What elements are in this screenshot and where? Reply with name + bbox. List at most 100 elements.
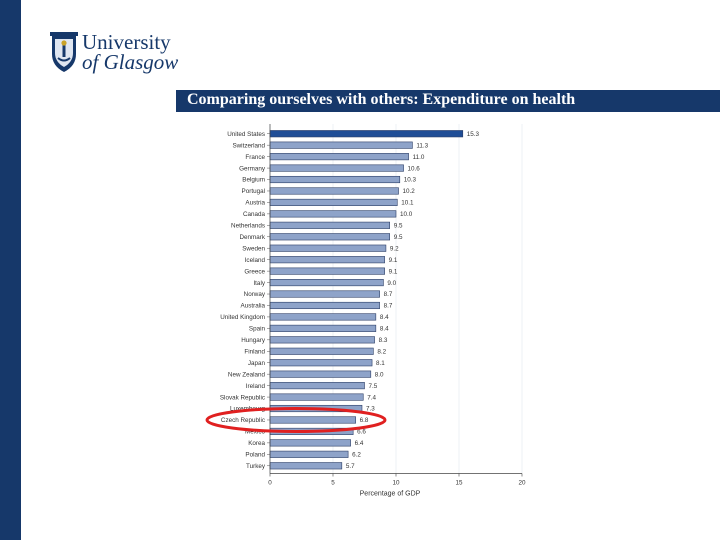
- bar-greece: [269, 267, 385, 275]
- slide-title: Comparing ourselves with others: Expendi…: [187, 91, 576, 108]
- value-label: 11.3: [416, 142, 428, 149]
- category-label: Switzerland: [232, 142, 265, 149]
- university-logo: University of Glasgow: [50, 32, 190, 80]
- bar-finland: [269, 347, 374, 355]
- category-label: Czech Republic: [221, 417, 265, 424]
- bar-japan: [269, 359, 373, 367]
- value-label: 7.3: [366, 406, 375, 413]
- category-label: Austria: [245, 200, 265, 207]
- category-label: Spain: [249, 326, 266, 333]
- category-label: Canada: [243, 211, 266, 218]
- value-label: 7.4: [367, 394, 376, 401]
- value-label: 8.0: [375, 371, 384, 378]
- bar-united-states: [269, 130, 464, 138]
- value-label: 8.3: [379, 337, 388, 344]
- category-label: Norway: [244, 291, 266, 298]
- category-label: New Zealand: [228, 371, 266, 378]
- logo-line-1: University: [82, 30, 171, 54]
- value-label: 10.6: [408, 165, 421, 172]
- bar-united-kingdom: [269, 313, 377, 321]
- value-label: 10.1: [401, 200, 414, 207]
- value-label: 8.4: [380, 326, 389, 333]
- category-label: Japan: [248, 360, 266, 367]
- x-tick-label: 20: [518, 480, 526, 487]
- bar-germany: [269, 164, 404, 172]
- bar-turkey: [269, 462, 343, 470]
- category-label: Italy: [253, 280, 265, 287]
- value-label: 8.7: [384, 291, 393, 298]
- value-label: 15.3: [467, 131, 480, 138]
- category-label: France: [245, 154, 265, 161]
- value-label: 6.6: [357, 429, 366, 436]
- bar-france: [269, 153, 409, 161]
- value-label: 10.0: [400, 211, 413, 218]
- bar-spain: [269, 324, 377, 332]
- value-label: 8.1: [376, 360, 385, 367]
- value-label: 9.2: [390, 245, 399, 252]
- category-label: Greece: [244, 268, 265, 275]
- x-tick-label: 10: [392, 480, 400, 487]
- x-tick-label: 15: [455, 480, 463, 487]
- value-label: 9.5: [394, 223, 403, 230]
- category-label: Australia: [241, 303, 266, 310]
- bar-iceland: [269, 256, 385, 264]
- category-label: Slovak Republic: [220, 394, 265, 401]
- category-label: Turkey: [246, 463, 266, 470]
- bar-italy: [269, 279, 384, 287]
- bar-canada: [269, 210, 397, 218]
- bar-australia: [269, 301, 380, 310]
- bar-czech-republic: [269, 416, 356, 424]
- category-label: Ireland: [246, 383, 266, 390]
- category-label: United States: [227, 131, 265, 138]
- category-label: Iceland: [245, 257, 266, 264]
- bar-denmark: [269, 233, 390, 241]
- category-label: United Kingdom: [220, 314, 265, 321]
- left-accent-bar: [0, 0, 21, 540]
- x-tick-label: 0: [268, 480, 272, 487]
- category-label: Denmark: [239, 234, 265, 241]
- x-axis-title: Percentage of GDP: [360, 491, 421, 498]
- value-label: 10.3: [404, 177, 417, 184]
- bar-belgium: [269, 175, 401, 184]
- value-label: 9.0: [387, 280, 396, 287]
- bar-switzerland: [269, 141, 413, 149]
- value-label: 5.7: [346, 463, 355, 470]
- category-label: Belgium: [242, 177, 265, 184]
- bar-new-zealand: [269, 370, 372, 378]
- value-label: 7.5: [369, 383, 378, 390]
- category-label: Sweden: [242, 245, 265, 252]
- value-label: 11.0: [413, 154, 425, 161]
- bar-hungary: [269, 336, 375, 344]
- category-label: Germany: [239, 165, 266, 172]
- value-label: 8.2: [377, 348, 386, 355]
- bar-ireland: [269, 382, 365, 390]
- value-label: 9.5: [394, 234, 403, 241]
- category-label: Portugal: [242, 188, 265, 195]
- bar-poland: [269, 450, 349, 458]
- logo-line-2: of Glasgow: [82, 50, 179, 74]
- bar-norway: [269, 290, 380, 298]
- bar-austria: [269, 198, 398, 206]
- value-label: 9.1: [389, 257, 398, 264]
- x-tick-label: 5: [331, 480, 335, 487]
- value-label: 9.1: [389, 268, 398, 275]
- highlight-ellipse: [205, 406, 387, 433]
- category-label: Poland: [245, 452, 265, 459]
- logo-wordmark: University of Glasgow: [82, 30, 179, 74]
- category-label: Netherlands: [231, 223, 265, 230]
- value-label: 8.7: [384, 303, 393, 310]
- slide-title-bar: Comparing ourselves with others: Expendi…: [176, 89, 720, 112]
- category-label: Mexico: [245, 429, 265, 436]
- value-label: 6.4: [355, 440, 364, 447]
- category-label: Korea: [248, 440, 265, 447]
- category-label: Finland: [244, 348, 265, 355]
- bar-portugal: [269, 187, 399, 195]
- bar-sweden: [269, 244, 387, 252]
- value-label: 8.4: [380, 314, 389, 321]
- university-crest-icon: [50, 32, 78, 72]
- bar-netherlands: [269, 221, 390, 229]
- bar-slovak-republic: [269, 393, 364, 401]
- bar-korea: [269, 439, 351, 447]
- value-label: 6.2: [352, 452, 361, 459]
